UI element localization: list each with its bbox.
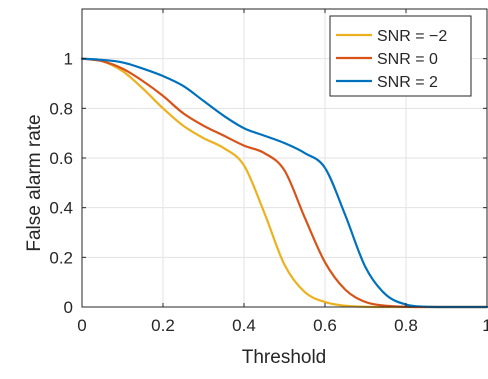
x-tick-label: 1 xyxy=(482,316,488,335)
y-tick-label: 1 xyxy=(64,50,73,69)
x-tick-label: 0.8 xyxy=(394,316,418,335)
x-tick-label: 0.4 xyxy=(232,316,256,335)
y-tick-label: 0.2 xyxy=(49,248,73,267)
y-tick-label: 0 xyxy=(64,298,73,317)
y-tick-label: 0.6 xyxy=(49,149,73,168)
legend-label-3: SNR = 2 xyxy=(377,74,438,91)
legend-label-2: SNR = 0 xyxy=(377,51,438,68)
y-axis-label: False alarm rate xyxy=(24,114,45,251)
tick-labels: 0 0.2 0.4 0.6 0.8 1 0 0.2 0.4 0.6 0.8 1 xyxy=(49,50,488,335)
axes xyxy=(81,8,488,308)
x-tick-label: 0 xyxy=(77,316,86,335)
y-tick-label: 0.4 xyxy=(49,199,73,218)
y-tick-label: 0.8 xyxy=(49,99,73,118)
x-axis-label: Threshold xyxy=(242,347,327,368)
x-tick-label: 0.2 xyxy=(151,316,175,335)
x-tick-label: 0.6 xyxy=(313,316,337,335)
series-line-3 xyxy=(80,57,488,309)
legend-label-1: SNR = −2 xyxy=(377,28,447,45)
legend: SNR = −2 SNR = 0 SNR = 2 xyxy=(329,15,472,97)
legend-box xyxy=(329,15,472,97)
